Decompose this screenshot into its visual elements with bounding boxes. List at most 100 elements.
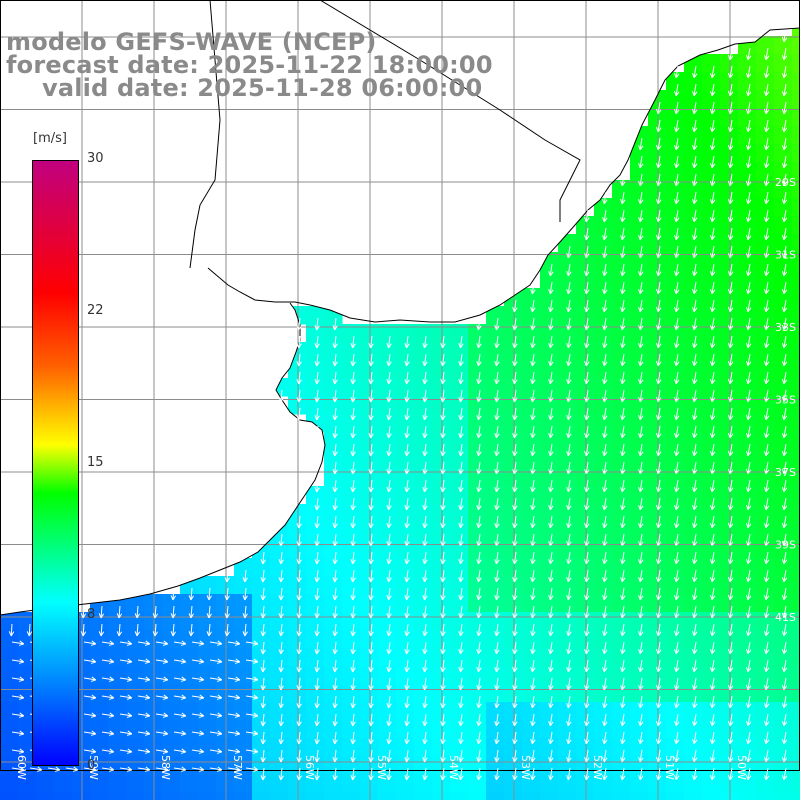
colorbar-tick-15: 15 [87, 455, 104, 470]
wind-arrow [566, 767, 572, 781]
wind-arrow [368, 695, 374, 709]
wind-speed-cell [378, 558, 397, 577]
wind-arrow [727, 605, 734, 619]
wind-speed-cell [702, 414, 721, 433]
wind-arrow [494, 317, 500, 331]
wind-speed-cell [576, 774, 595, 793]
wind-arrow [620, 587, 626, 601]
wind-speed-cell [756, 666, 775, 685]
wind-speed-cell [702, 720, 721, 739]
wind-speed-cell [396, 504, 415, 523]
wind-speed-cell [216, 738, 235, 757]
wind-speed-cell [108, 756, 127, 775]
wind-speed-cell [666, 666, 685, 685]
wind-arrow [386, 425, 392, 439]
wind-speed-cell [756, 576, 775, 595]
wind-arrow [584, 713, 590, 727]
wind-speed-cell [360, 684, 379, 703]
wind-speed-cell [774, 450, 793, 469]
wind-speed-cell [468, 666, 487, 685]
wind-speed-cell [558, 486, 577, 505]
wind-arrow [638, 551, 644, 565]
wind-arrow [620, 551, 626, 565]
wind-arrow [656, 209, 662, 223]
wind-speed-cell [720, 522, 739, 541]
wind-arrow [674, 173, 680, 187]
wind-arrow [745, 317, 752, 331]
wind-arrow [512, 515, 518, 529]
wind-arrow [11, 730, 25, 736]
wind-arrow [620, 767, 626, 781]
wind-arrow [692, 533, 698, 547]
wind-speed-cell [702, 306, 721, 325]
wind-arrow [260, 641, 266, 655]
wind-speed-cell [702, 504, 721, 523]
wind-arrow [26, 623, 33, 637]
wind-arrow [692, 713, 698, 727]
wind-arrow [620, 623, 626, 637]
wind-arrow [116, 623, 123, 637]
wind-arrow [710, 533, 716, 547]
wind-speed-cell [432, 432, 451, 451]
wind-arrow [727, 479, 734, 493]
wind-arrow [116, 605, 123, 619]
wind-arrow [566, 731, 572, 745]
wind-speed-cell [756, 432, 775, 451]
wind-speed-cell [540, 648, 559, 667]
wind-speed-cell [180, 720, 199, 739]
wind-arrow [566, 497, 572, 511]
wind-speed-cell [504, 720, 523, 739]
wind-speed-cell [702, 342, 721, 361]
wind-arrow [656, 695, 662, 709]
wind-arrow [745, 713, 752, 727]
wind-arrow [404, 497, 410, 511]
wind-speed-cell [702, 180, 721, 199]
wind-arrow [656, 731, 662, 745]
wind-speed-cell [486, 738, 505, 757]
wind-speed-cell [450, 774, 469, 793]
wind-speed-cell [558, 342, 577, 361]
wind-speed-cell [342, 702, 361, 721]
wind-arrow [530, 443, 536, 457]
wind-arrow [332, 317, 338, 331]
wind-arrow [80, 623, 87, 637]
wind-speed-cell [702, 522, 721, 541]
wind-speed-cell [144, 702, 163, 721]
wind-speed-cell [378, 468, 397, 487]
wind-speed-cell [450, 558, 469, 577]
wind-speed-cell [576, 306, 595, 325]
wind-speed-cell [288, 522, 307, 541]
wind-arrow [692, 317, 698, 331]
wind-speed-cell [522, 360, 541, 379]
wind-speed-cell [396, 450, 415, 469]
wind-speed-cell [648, 288, 667, 307]
wind-speed-cell [630, 162, 649, 181]
wind-arrow [566, 479, 572, 493]
wind-speed-cell [414, 324, 433, 343]
wind-speed-cell [774, 558, 793, 577]
wind-speed-cell [792, 468, 800, 487]
wind-speed-cell [792, 486, 800, 505]
wind-speed-cell [738, 630, 757, 649]
wind-speed-cell [774, 306, 793, 325]
wind-arrow [548, 443, 554, 457]
wind-speed-cell [450, 576, 469, 595]
wind-speed-cell [468, 324, 487, 343]
wind-arrow [386, 461, 392, 475]
wind-speed-cell [738, 126, 757, 145]
wind-speed-cell [432, 450, 451, 469]
wind-speed-cell [432, 360, 451, 379]
wind-arrow [674, 119, 680, 133]
wind-arrow [494, 659, 500, 673]
wind-arrow [692, 335, 698, 349]
wind-speed-cell [612, 756, 631, 775]
wind-speed-cell [522, 504, 541, 523]
wind-speed-cell [630, 324, 649, 343]
wind-arrow [602, 515, 608, 529]
wind-speed-cell [378, 414, 397, 433]
wind-arrow [620, 479, 626, 493]
wind-arrow [119, 766, 133, 772]
wind-arrow [763, 641, 770, 655]
wind-arrow [656, 461, 662, 475]
wind-speed-cell [324, 576, 343, 595]
